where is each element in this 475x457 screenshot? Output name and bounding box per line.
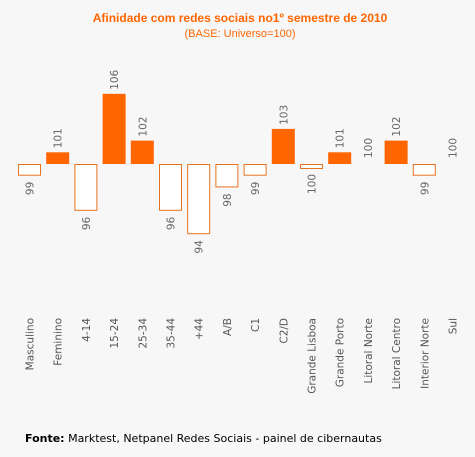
value-label-13: 102 — [391, 117, 403, 137]
value-label-11: 101 — [335, 128, 347, 148]
bar-13 — [384, 140, 408, 164]
category-label-15: Sul — [448, 318, 460, 334]
bar-6 — [187, 164, 211, 235]
category-label-12: Litoral Norte — [363, 318, 375, 384]
value-label-2: 96 — [81, 216, 93, 230]
category-label-9: C2/D — [278, 318, 290, 344]
category-label-4: 25-34 — [137, 318, 149, 349]
value-label-15: 100 — [448, 138, 460, 158]
value-label-1: 101 — [53, 128, 65, 148]
category-label-0: Masculino — [25, 318, 37, 370]
value-label-12: 100 — [363, 138, 375, 158]
category-label-10: Grande Lisboa — [307, 318, 319, 394]
source-note: Fonte: Marktest, Netpanel Redes Sociais … — [25, 432, 382, 445]
value-label-6: 94 — [194, 240, 206, 254]
category-label-7: A/B — [222, 318, 234, 336]
category-label-1: Feminino — [53, 318, 65, 366]
bar-4 — [130, 140, 154, 164]
bar-11 — [328, 152, 352, 164]
bar-2 — [74, 164, 98, 211]
category-label-11: Grande Porto — [335, 318, 347, 387]
value-label-3: 106 — [109, 69, 121, 89]
category-labels-group: Masculino Feminino 4-14 15-24 25-34 35-44 +44 A… — [25, 318, 460, 394]
category-label-3: 15-24 — [109, 318, 121, 349]
category-label-6: +44 — [194, 318, 206, 340]
chart-title: Afinidade com redes sociais no1º semestr… — [93, 11, 388, 25]
bar-0 — [18, 164, 41, 176]
value-label-5: 96 — [166, 216, 178, 230]
category-label-5: 35-44 — [166, 318, 178, 349]
bar-5 — [159, 164, 182, 211]
bar-7 — [215, 164, 239, 188]
value-label-10: 100 — [307, 174, 319, 194]
value-label-4: 102 — [137, 117, 149, 137]
category-label-14: Interior Norte — [419, 318, 431, 389]
value-label-8: 99 — [250, 182, 262, 195]
value-labels-group: 99 101 96 106 102 96 94 98 99 103 100 101 100 102 99 10… — [25, 69, 460, 253]
bar-10 — [300, 164, 323, 169]
bar-3 — [102, 93, 126, 164]
value-label-9: 103 — [278, 105, 290, 125]
category-label-8: C1 — [250, 318, 262, 332]
value-label-0: 99 — [25, 182, 37, 195]
category-label-2: 4-14 — [81, 318, 93, 342]
bar-14 — [412, 164, 436, 176]
value-label-7: 98 — [222, 193, 234, 206]
bar-9 — [271, 128, 295, 164]
bar-1 — [46, 152, 70, 164]
bar-8 — [243, 164, 267, 176]
bars-group — [18, 93, 436, 235]
chart-subtitle: (BASE: Universo=100) — [185, 28, 296, 40]
value-label-14: 99 — [419, 182, 431, 195]
source-text: Marktest, Netpanel Redes Sociais - paine… — [65, 432, 383, 445]
source-label: Fonte: — [25, 432, 65, 445]
category-label-13: Litoral Centro — [391, 318, 403, 389]
